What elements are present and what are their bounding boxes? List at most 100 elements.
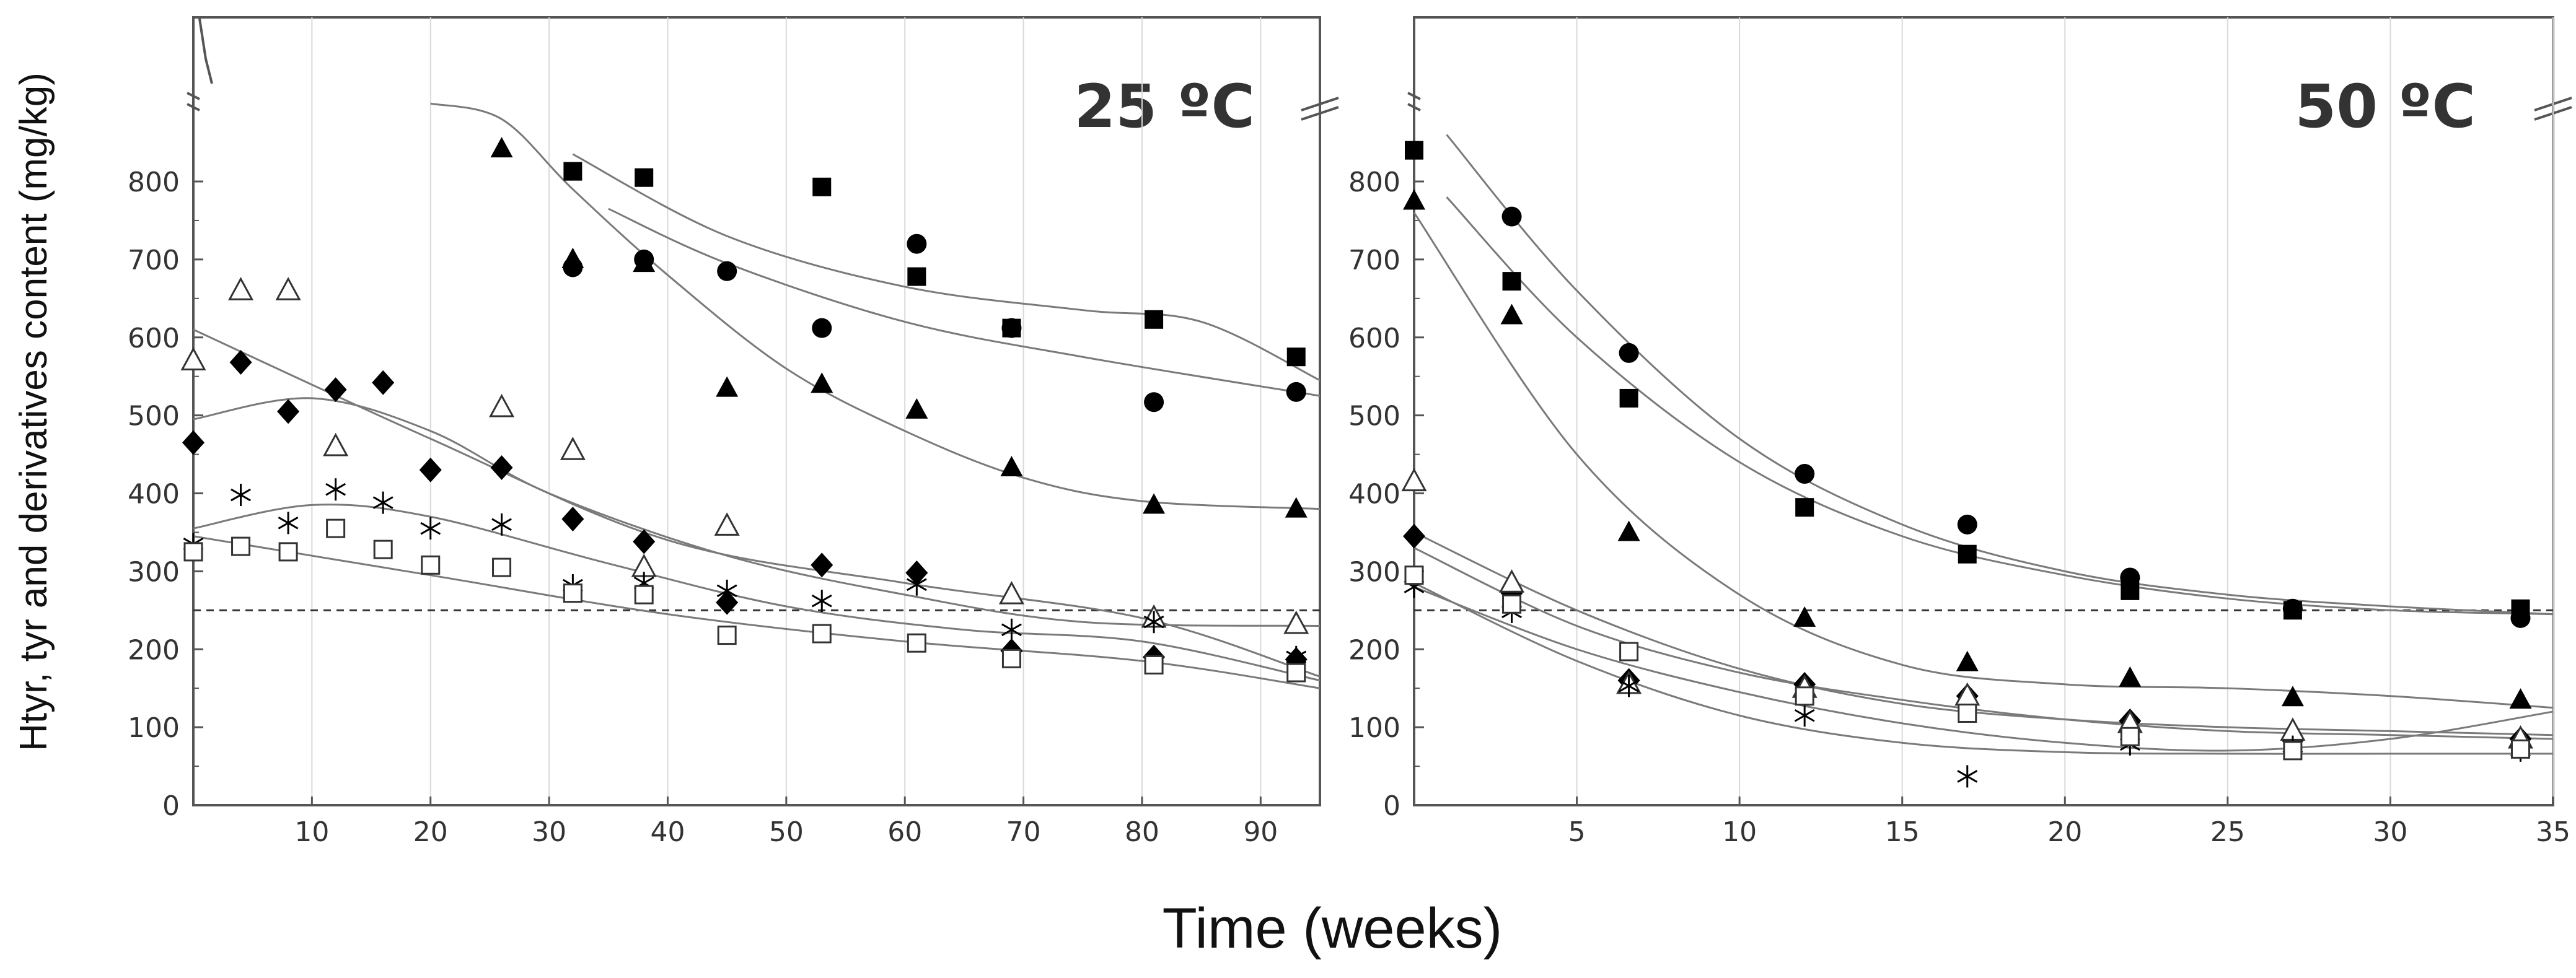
point-25c-open_square [907,633,926,653]
y-tick-label: 200 [128,634,180,666]
point-25c-asterisk [906,573,927,596]
point-25c-open_square [563,583,582,603]
x-tick-label: 70 [1006,816,1041,848]
fit-curve-25c-filled_triangle [430,102,1321,510]
point-25c-open_square [231,536,251,556]
point-50c-asterisk [1957,765,1978,788]
point-25c-filled_triangle [1285,497,1308,518]
x-tick-label: 20 [413,816,448,848]
x-tick-label: 80 [1125,816,1159,848]
point-25c-asterisk [1143,611,1164,634]
point-25c-filled_square [1145,310,1164,329]
point-25c-asterisk [716,579,737,602]
point-25c-open_square [634,585,654,605]
point-25c-open_triangle [714,512,740,536]
x-tick-label: 35 [2536,816,2570,848]
point-25c-open_square [278,542,298,562]
x-tick-label: 50 [769,816,804,848]
panel-25c-frame [192,16,1321,806]
fit-curve-50c-filled_square [1446,196,2554,616]
point-25c-filled_diamond [561,507,584,532]
point-25c-filled_diamond [905,560,928,585]
point-25c-open_triangle [560,437,586,460]
point-25c-asterisk [420,517,441,540]
point-50c-filled_square [1958,544,1977,564]
point-25c-filled_diamond [490,455,513,480]
asterisk-stroke [231,488,251,502]
asterisk-stroke [1143,615,1164,629]
y-tick-label: 800 [128,167,180,198]
point-25c-open_triangle [180,347,206,371]
point-25c-asterisk [1001,618,1022,641]
point-50c-filled_square [2511,599,2530,618]
point-25c-filled_circle [1286,382,1306,402]
y-tick-label: 100 [128,712,180,744]
point-50c-filled_triangle [1793,606,1816,627]
point-25c-open_triangle [228,277,254,300]
y-tick-label: 0 [1383,790,1400,822]
fit-curve-25c-filled_circle [608,207,1321,397]
y-tick-label: 800 [1348,167,1400,198]
point-50c-open_square [1502,594,1522,614]
fit-curve-50c-asterisk [1413,582,2553,755]
asterisk-stroke [1794,709,1815,722]
x-tick-label: 30 [2373,816,2407,848]
point-25c-open_triangle [998,581,1024,605]
asterisk-stroke [325,482,346,496]
point-25c-filled_triangle [490,137,513,158]
point-50c-open_square [2283,741,2303,761]
point-25c-filled_diamond [372,370,395,395]
point-50c-filled_square [1405,141,1423,160]
asterisk-stroke [1001,623,1022,637]
point-25c-filled_square [635,168,654,187]
point-25c-filled_circle [812,318,832,338]
point-25c-filled_diamond [229,350,252,375]
data-points-layer [180,137,2534,788]
fit-curve-50c-filled_diamond [1413,531,2554,736]
fit-curve-50c-filled_circle [1446,134,2554,616]
point-25c-open_square [812,624,832,644]
point-50c-filled_square [2283,601,2302,620]
x-tick-label: 15 [1885,816,1920,848]
point-25c-asterisk [811,590,832,613]
y-tick-label: 400 [1348,479,1400,510]
point-50c-filled_square [2121,581,2140,600]
point-25c-filled_square [812,177,832,196]
axis-break-right [1407,92,1421,111]
x-tick-label: 90 [1243,816,1278,848]
point-50c-filled_square [1795,498,1814,517]
point-50c-open_square [1619,642,1639,661]
point-25c-open_square [183,542,203,562]
fit-curve-25c-open_triangle [193,397,1321,627]
point-25c-asterisk [231,484,251,507]
point-50c-asterisk [1794,704,1815,727]
point-25c-filled_square [907,267,926,286]
point-25c-filled_triangle [905,398,928,419]
x-tick-label: 5 [1568,816,1586,848]
y-tick-label: 400 [128,479,180,510]
tick-labels-layer: 10 20 30 40 50 60 70 80 900100200300400500600700… [128,167,2570,848]
point-25c-filled_circle [907,234,927,254]
point-25c-open_square [421,555,441,575]
point-25c-filled_diamond [182,430,204,455]
fit-curve-50c-open_triangle [1413,547,2554,740]
point-25c-open_square [717,626,737,645]
y-tick-label: 600 [1348,323,1400,354]
x-tick-label: 30 [532,816,566,848]
fit-curve-50c-filled_triangle [1413,212,2554,709]
point-25c-open_triangle [275,277,301,300]
point-25c-filled_square [1286,347,1306,367]
asterisk-stroke [1286,650,1307,664]
asterisk-stroke [372,496,393,509]
y-tick-label: 300 [1348,556,1400,588]
point-25c-filled_triangle [1000,455,1023,476]
point-25c-asterisk [372,491,393,514]
fit-curve-50c-open_square [1413,586,2554,752]
point-50c-filled_circle [1619,343,1639,363]
point-50c-asterisk [1619,675,1640,697]
point-25c-open_square [1144,655,1164,675]
asterisk-stroke [811,594,832,608]
point-25c-open_square [373,539,393,559]
point-50c-filled_triangle [1956,650,1979,671]
